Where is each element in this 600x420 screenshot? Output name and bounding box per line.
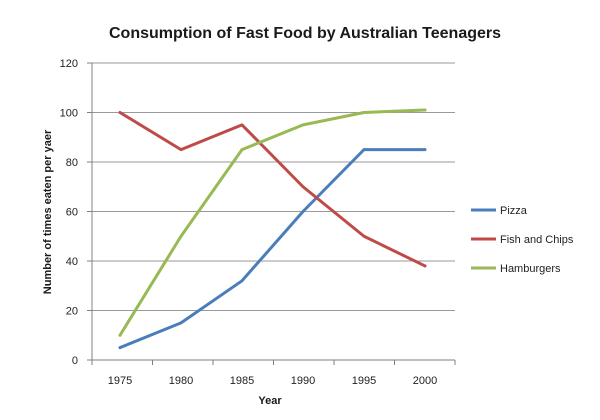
data-point (301, 210, 305, 213)
y-tick-label: 100 (60, 108, 78, 120)
x-tick-label: 1980 (169, 375, 193, 387)
y-axis-label: Number of times eaten per yaer (42, 129, 54, 294)
y-tick-label: 0 (72, 355, 78, 367)
data-point (301, 185, 305, 189)
x-tick-label: 1990 (291, 375, 315, 387)
y-tick-label: 120 (60, 58, 78, 70)
data-point (423, 108, 427, 112)
data-point (240, 123, 244, 127)
data-point (301, 123, 305, 127)
y-tick-label: 40 (66, 256, 78, 268)
x-axis-ticks: 1975 1980 1985 1990 1995 2000 (91, 360, 456, 387)
chart-title: Consumption of Fast Food by Australian T… (109, 25, 501, 42)
x-tick-label: 1995 (352, 375, 376, 387)
data-point (118, 111, 122, 114)
legend-label: Pizza (500, 205, 528, 217)
data-point (118, 333, 122, 337)
series-line-hamburgers (118, 108, 427, 337)
data-point (240, 279, 244, 283)
x-tick-label: 2000 (413, 375, 437, 387)
y-axis-ticks: 0 20 40 60 80 100 120 (60, 58, 92, 367)
legend-label: Hamburgers (500, 263, 561, 275)
y-tick-label: 80 (66, 157, 78, 169)
data-point (118, 346, 122, 350)
data-point (362, 148, 366, 152)
data-point (179, 148, 183, 152)
data-point (240, 148, 244, 152)
data-point (362, 234, 366, 238)
legend-label: Fish and Chips (500, 234, 574, 246)
x-tick-label: 1985 (230, 375, 254, 387)
x-tick-label: 1975 (108, 375, 132, 387)
y-tick-label: 20 (66, 306, 78, 318)
y-tick-label: 60 (66, 207, 78, 219)
gridlines (92, 62, 455, 311)
data-point (179, 234, 183, 238)
series-line-fish-and-chips (118, 111, 427, 268)
data-point (179, 321, 183, 325)
series-lines (118, 108, 427, 350)
data-point (423, 264, 427, 268)
series-line-pizza (118, 148, 427, 350)
data-point (423, 148, 427, 152)
x-axis-label: Year (258, 395, 282, 407)
legend: Pizza Fish and Chips Hamburgers (471, 205, 574, 275)
data-point (362, 111, 366, 114)
